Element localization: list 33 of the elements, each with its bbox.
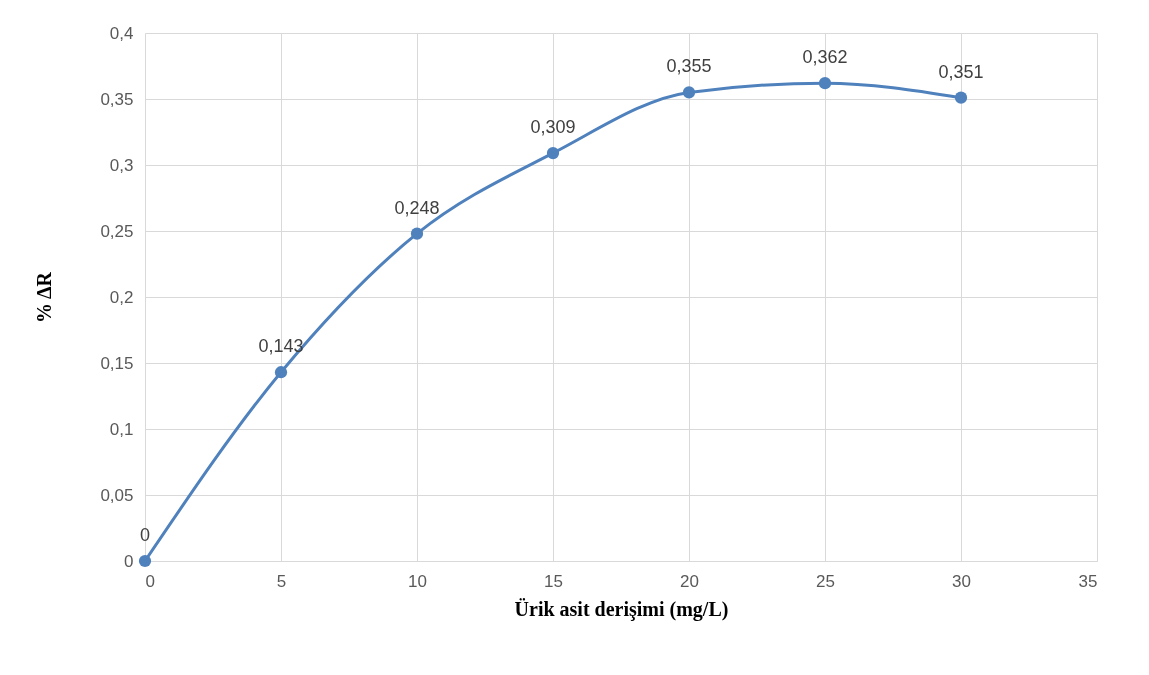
point [274, 366, 288, 379]
data-label: 0,362 [802, 47, 848, 68]
x-tick-label: 5 [276, 571, 287, 591]
data-label: 0,309 [530, 117, 576, 138]
x-tick-label: 25 [816, 571, 835, 591]
x-tick-label: 0 [145, 571, 155, 591]
y-tick-label: 0 [124, 551, 134, 571]
data-label: 0 [139, 525, 151, 545]
x-tick-label: 20 [680, 571, 699, 591]
point [138, 554, 152, 568]
y-tick-label: 0,2 [109, 287, 134, 307]
y-tick-label: 0,35 [100, 89, 134, 109]
x-axis-title: Ürik asit derişimi (mg/L) [514, 597, 729, 621]
point [682, 86, 696, 99]
y-tick-label: 0,15 [100, 353, 134, 373]
data-label: 0,351 [938, 61, 984, 82]
x-tick-label: 15 [544, 571, 563, 591]
y-tick-label: 0,25 [100, 221, 134, 241]
x-tick-label: 10 [408, 571, 427, 591]
data-label: 0,248 [394, 197, 440, 218]
data-label: 0,143 [258, 336, 304, 357]
y-tick-label: 0,05 [100, 485, 134, 505]
y-axis-title: % ΔR [33, 271, 56, 323]
point [818, 77, 832, 90]
y-tick-label: 0,4 [109, 23, 134, 43]
point [546, 147, 560, 160]
point [410, 227, 424, 240]
x-tick-label: 30 [952, 571, 971, 591]
data-label: 0,355 [666, 56, 712, 77]
y-tick-label: 0,1 [109, 419, 134, 439]
x-tick-label: 35 [1078, 571, 1098, 591]
y-tick-label: 0,3 [109, 155, 134, 175]
point [954, 91, 968, 104]
